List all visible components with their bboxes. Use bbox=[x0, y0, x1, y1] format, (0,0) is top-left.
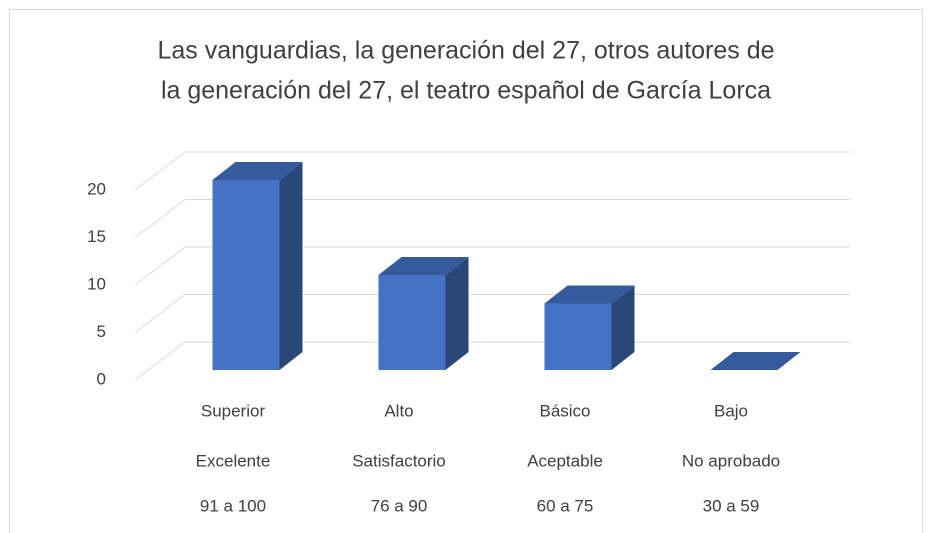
y-tick-label: 0 bbox=[97, 369, 106, 388]
bar bbox=[212, 162, 303, 370]
bar-top bbox=[212, 162, 303, 180]
x-tick-label: 30 a 59 bbox=[703, 496, 760, 515]
x-tick-label: Alto bbox=[384, 401, 413, 420]
y-tick-label: 20 bbox=[87, 179, 106, 198]
bar-top bbox=[378, 257, 469, 275]
y-tick-label: 10 bbox=[87, 274, 106, 293]
grid-line bbox=[134, 341, 186, 381]
bar-front bbox=[212, 180, 280, 370]
x-tick-label: Superior bbox=[201, 401, 266, 420]
grid-line bbox=[134, 151, 186, 191]
bar-top bbox=[710, 352, 801, 370]
bar-side bbox=[445, 257, 469, 370]
bar-side bbox=[611, 285, 635, 370]
y-tick-label: 5 bbox=[97, 322, 106, 341]
bar-front bbox=[378, 275, 446, 370]
bar-side bbox=[279, 162, 303, 370]
x-tick-label: No aprobado bbox=[682, 451, 780, 470]
bar bbox=[710, 352, 801, 370]
grid-line bbox=[134, 246, 186, 286]
bar-top bbox=[544, 285, 635, 304]
y-tick-label: 15 bbox=[87, 227, 106, 246]
bar bbox=[378, 257, 469, 370]
x-tick-label: 60 a 75 bbox=[537, 496, 594, 515]
x-tick-label: Básico bbox=[539, 401, 590, 420]
x-tick-label: Satisfactorio bbox=[352, 451, 446, 470]
x-tick-label: Excelente bbox=[196, 451, 271, 470]
chart-title: Las vanguardias, la generación del 27, o… bbox=[157, 37, 774, 65]
bar-front bbox=[544, 303, 612, 370]
bar bbox=[544, 285, 635, 370]
grid-line bbox=[134, 294, 186, 333]
x-tick-label: 76 a 90 bbox=[371, 496, 428, 515]
chart-title: la generación del 27, el teatro español … bbox=[161, 77, 771, 105]
x-tick-label: Bajo bbox=[714, 401, 748, 420]
x-tick-label: Aceptable bbox=[527, 451, 603, 470]
x-tick-label: 91 a 100 bbox=[200, 496, 266, 515]
grid-line bbox=[134, 199, 186, 238]
